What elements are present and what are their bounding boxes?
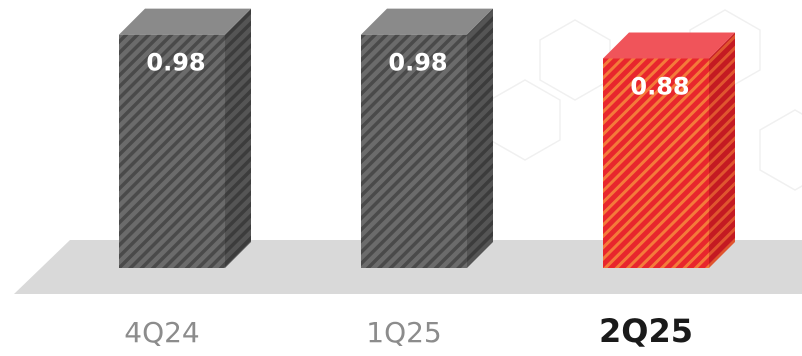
category-label: 1Q25: [366, 316, 441, 349]
bar-top-face: [119, 8, 251, 35]
bar-top-face: [603, 32, 735, 59]
bar-1Q25: [361, 8, 493, 269]
bar-front-face: [361, 34, 467, 268]
category-label: 4Q24: [124, 316, 199, 349]
value-label: 0.98: [388, 49, 447, 77]
value-label: 0.88: [630, 72, 689, 100]
bar-top-face: [361, 8, 493, 35]
bar-2Q25: [603, 32, 735, 268]
bar-side-face: [467, 8, 493, 269]
bar-front-face: [603, 58, 709, 268]
category-label: 2Q25: [599, 312, 693, 350]
labels-layer: 0.98 4Q24 0.98 1Q25 0.88 2Q25: [124, 49, 693, 350]
value-label: 0.98: [146, 49, 205, 77]
bar-4Q24: [119, 8, 251, 269]
bars-layer: [119, 8, 735, 269]
bar-side-face: [709, 32, 735, 268]
bar-side-face: [225, 8, 251, 269]
bar-front-face: [119, 34, 225, 268]
